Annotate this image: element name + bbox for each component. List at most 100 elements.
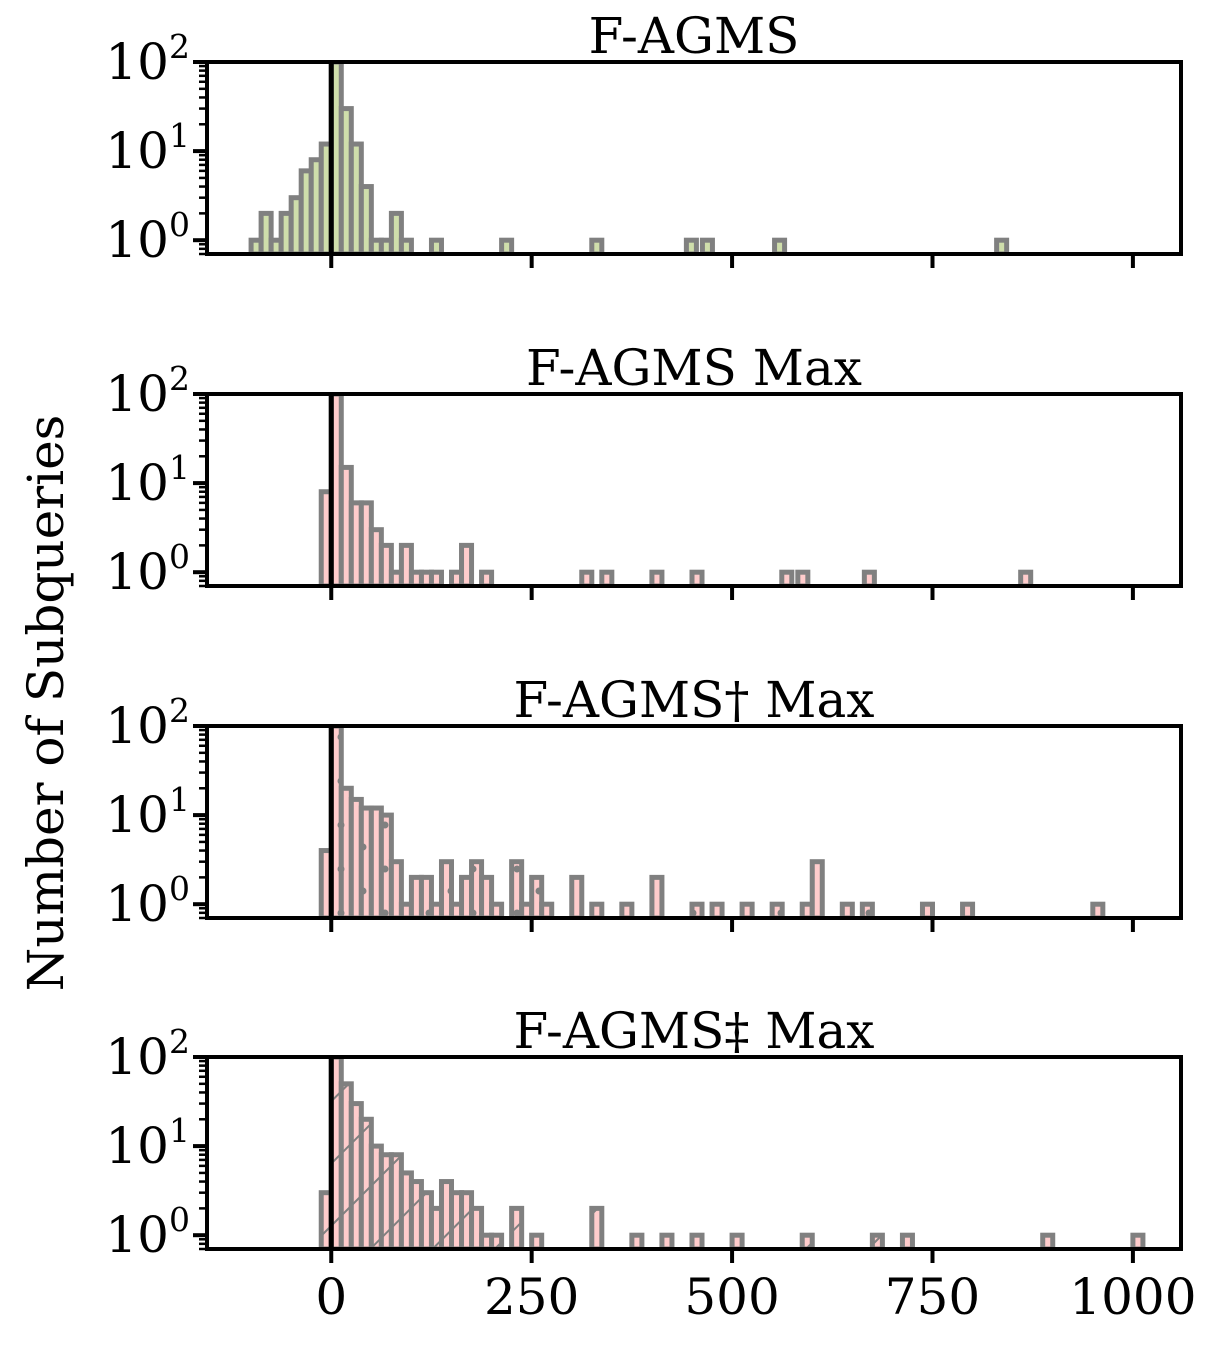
histogram-bin-hatch — [481, 877, 492, 918]
y-tick-label: 10 — [105, 122, 169, 180]
histogram-bin-hatch — [962, 904, 973, 918]
panel-title: F-AGMS‡ Max — [514, 1002, 875, 1060]
histogram-bin-hatch — [922, 904, 933, 918]
histogram-bin-hatch — [1042, 1235, 1053, 1249]
y-tick-exponent: 0 — [169, 537, 190, 576]
plot-frame — [205, 60, 1183, 256]
y-tick-label: 10 — [105, 211, 169, 269]
histogram-bin-hatch — [511, 861, 522, 918]
histogram-bin-edge — [689, 569, 705, 586]
histogram-bin-edge — [428, 569, 444, 586]
histogram-bin-edge — [1090, 901, 1106, 918]
histogram-bin-hatch — [421, 1192, 432, 1249]
histogram-bin — [451, 572, 462, 586]
y-tick-label: 10 — [105, 875, 169, 933]
histogram-bin-hatch — [381, 815, 392, 918]
histogram-bin-hatch — [441, 861, 452, 918]
histogram-bin-hatch — [471, 1208, 482, 1249]
histogram-bin — [431, 572, 442, 586]
histogram-bin-hatch — [802, 904, 813, 918]
histogram-bin — [691, 572, 703, 586]
y-tick-exponent: 0 — [169, 869, 190, 908]
histogram-bin-edge — [619, 901, 635, 918]
histogram-bin — [261, 213, 272, 254]
histogram-bin-hatch — [431, 1208, 442, 1249]
histogram-bin-edge — [649, 569, 665, 586]
histogram-bin — [481, 572, 492, 586]
histogram-bin-edge — [683, 237, 699, 254]
histogram-bin-edge — [589, 901, 605, 918]
histogram-bin — [371, 529, 382, 586]
histogram-bin-hatch — [812, 861, 823, 918]
histogram-bin — [401, 240, 412, 254]
y-tick-exponent: 1 — [169, 1111, 190, 1150]
plot-frame — [205, 1055, 1183, 1251]
histogram-bin-hatch — [772, 904, 783, 918]
histogram-bin-hatch — [511, 1208, 522, 1249]
histogram-bin-hatch — [712, 904, 723, 918]
histogram-bin-edge — [398, 237, 414, 254]
histogram-bin-hatch — [802, 1235, 813, 1249]
histogram-bin-edge — [795, 569, 811, 586]
histogram-bin-edge — [489, 1232, 505, 1249]
histogram-bin — [774, 240, 785, 254]
histogram-bin-hatch — [321, 850, 332, 918]
histogram-bin-hatch — [591, 904, 602, 918]
histogram-bin-edge — [599, 569, 615, 586]
histogram-bin — [321, 491, 332, 586]
histogram-bin — [996, 240, 1007, 254]
panel-title: F-AGMS† Max — [514, 671, 875, 729]
histogram-bin — [291, 197, 302, 254]
histogram-bin — [702, 240, 713, 254]
y-tick-label: 10 — [105, 697, 169, 755]
histogram-bin-hatch — [341, 788, 352, 918]
histogram-bin-hatch — [541, 904, 552, 918]
histogram-bin — [686, 240, 697, 254]
histogram-bin-edge — [579, 569, 595, 586]
histogram-bin — [651, 572, 662, 586]
histogram-bin-edge — [358, 184, 374, 254]
histogram-bin-hatch — [621, 904, 632, 918]
histogram-bin — [271, 240, 282, 254]
histogram-bin-hatch — [441, 1181, 452, 1249]
histogram-bin — [591, 240, 602, 254]
histogram-bin-hatch — [1132, 1235, 1143, 1249]
histogram-bin — [431, 240, 442, 254]
histogram-bin-hatch — [1092, 904, 1103, 918]
x-tick-label: 0 — [315, 1268, 347, 1326]
histogram-bin — [411, 572, 422, 586]
histogram-bin-edge — [839, 901, 855, 918]
histogram-bin — [864, 572, 875, 586]
histogram-bin-edge — [699, 237, 715, 254]
panel-title: F-AGMS Max — [526, 339, 862, 397]
histogram-bin-edge — [1018, 569, 1034, 586]
histogram-bin-hatch — [451, 1192, 462, 1249]
histogram-bin — [461, 545, 472, 586]
histogram-bin-edge — [1040, 1232, 1056, 1249]
y-tick-label: 10 — [105, 454, 169, 512]
y-tick-label: 10 — [105, 786, 169, 844]
histogram-bin-hatch — [361, 1119, 372, 1249]
histogram-bin-edge — [960, 901, 976, 918]
histogram-bin — [281, 213, 292, 254]
histogram-bin-edge — [438, 859, 455, 918]
histogram-bin-edge — [539, 901, 555, 918]
histogram-bin-hatch — [331, 1057, 342, 1249]
histogram-bin-edge — [739, 901, 755, 918]
histogram-bin-hatch — [842, 904, 853, 918]
histogram-bin-edge — [994, 237, 1010, 254]
histogram-bin — [1020, 572, 1031, 586]
histogram-bin — [581, 572, 592, 586]
histogram-bin-edge — [729, 1232, 745, 1249]
histogram-bin — [361, 186, 372, 254]
histogram-bin-hatch — [371, 1146, 382, 1249]
histogram-bin — [381, 545, 392, 586]
histogram-bin-edge — [772, 237, 788, 254]
y-tick-label: 10 — [105, 365, 169, 423]
histogram-bin-hatch — [732, 1235, 743, 1249]
histogram-bin-hatch — [631, 1235, 642, 1249]
